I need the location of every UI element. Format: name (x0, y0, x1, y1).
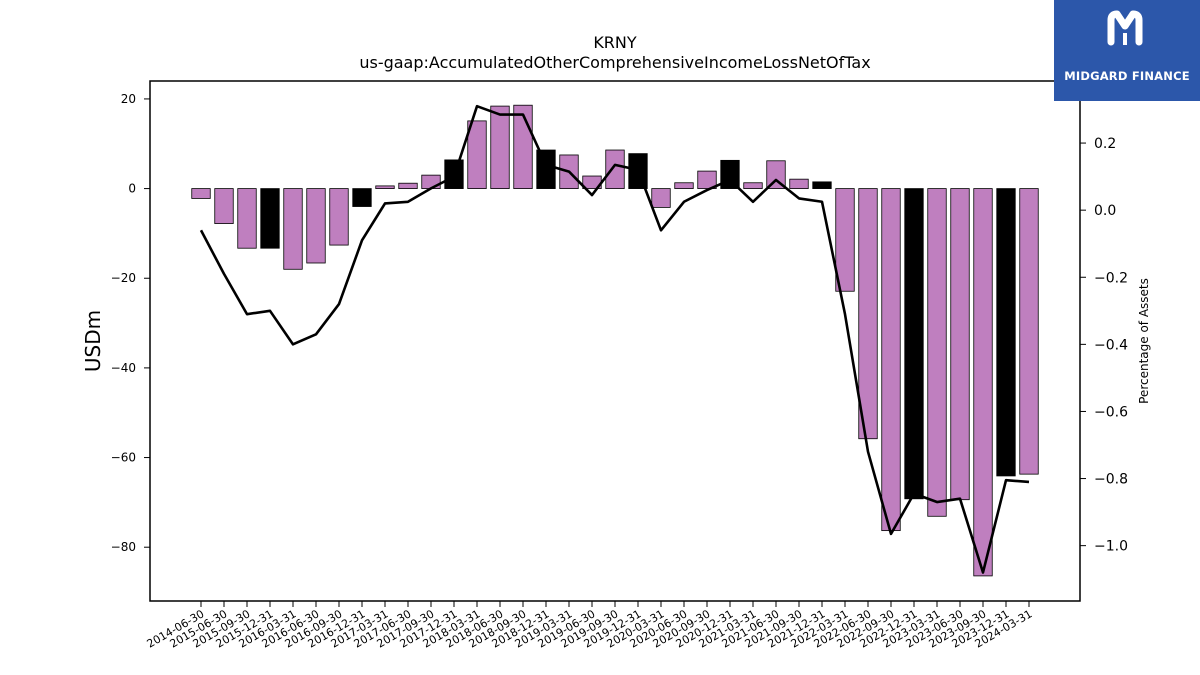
y-tick-label: 20 (121, 92, 136, 106)
bar-2021-03-31 (743, 182, 763, 189)
y-axis-label: USDm (81, 310, 105, 372)
bar-2021-09-30 (789, 178, 809, 189)
chart-subtitle: us-gaap:AccumulatedOtherComprehensiveInc… (359, 53, 870, 72)
y-axis-right: 0.2 0.0 −0.2 −0.4 −0.6 −0.8 −1.0 (1080, 136, 1128, 555)
y2-tick-label: 0.0 (1094, 203, 1116, 219)
brand-name: MIDGARD FINANCE (1064, 69, 1190, 83)
bar-2016-03-31 (283, 188, 303, 270)
bar-2018-12-31 (536, 149, 556, 189)
bar-2017-06-30 (398, 182, 418, 189)
bar-2020-03-31 (651, 188, 671, 208)
y2-tick-label: −0.4 (1094, 337, 1128, 353)
bar-2014-06-30 (191, 188, 211, 199)
bar-2022-06-30 (858, 188, 878, 440)
y2-axis-label: Percentage of Assets (1137, 278, 1151, 404)
bar-2022-12-31 (904, 188, 924, 500)
y2-tick-label: −0.2 (1094, 270, 1128, 286)
bar-2016-12-31 (352, 188, 372, 207)
y2-tick-label: −1.0 (1094, 539, 1128, 555)
bar-2021-12-31 (812, 181, 832, 189)
brand-logo: MIDGARD FINANCE (1054, 0, 1200, 101)
y-tick-label: −60 (111, 451, 136, 465)
bar-2019-09-30 (605, 149, 625, 189)
y-axis-left: 20 0 −20 −40 −60 −80 (111, 92, 150, 554)
y-tick-label: −80 (111, 540, 136, 554)
bar-2016-06-30 (306, 188, 326, 264)
bar-2018-09-30 (513, 104, 533, 189)
bar-2018-06-30 (490, 105, 510, 189)
bar-2022-09-30 (881, 188, 901, 532)
y2-tick-label: −0.6 (1094, 404, 1128, 420)
bar-2022-03-31 (835, 188, 855, 292)
y-tick-label: −40 (111, 361, 136, 375)
bar-2017-03-31 (375, 185, 395, 189)
bar-2023-03-31 (927, 188, 947, 517)
bar-2015-09-30 (237, 188, 257, 249)
bar-2015-06-30 (214, 188, 234, 224)
bar-2020-06-30 (674, 182, 694, 189)
y-tick-label: −20 (111, 271, 136, 285)
bar-2023-09-30 (973, 188, 993, 577)
bar-2024-03-31 (1019, 188, 1039, 475)
bars-layer (191, 104, 1039, 577)
y-tick-label: 0 (128, 182, 136, 196)
bar-2015-12-31 (260, 188, 280, 249)
line-layer (199, 104, 1030, 574)
midgard-logo-icon (1107, 10, 1143, 46)
bar-2018-03-31 (467, 120, 487, 189)
bar-2016-09-30 (329, 188, 349, 246)
bar-2023-12-31 (996, 188, 1016, 477)
bar-2017-09-30 (421, 174, 441, 189)
bar-2023-06-30 (950, 188, 970, 501)
percentage-line (199, 104, 1030, 574)
chart-title: KRNY (593, 33, 637, 52)
y2-tick-label: −0.8 (1094, 472, 1128, 488)
bar-2021-06-30 (766, 160, 786, 189)
bar-2020-09-30 (697, 170, 717, 189)
y2-tick-label: 0.2 (1094, 136, 1116, 152)
x-axis: 2014-06-302015-06-302015-09-302015-12-31… (145, 601, 1035, 651)
